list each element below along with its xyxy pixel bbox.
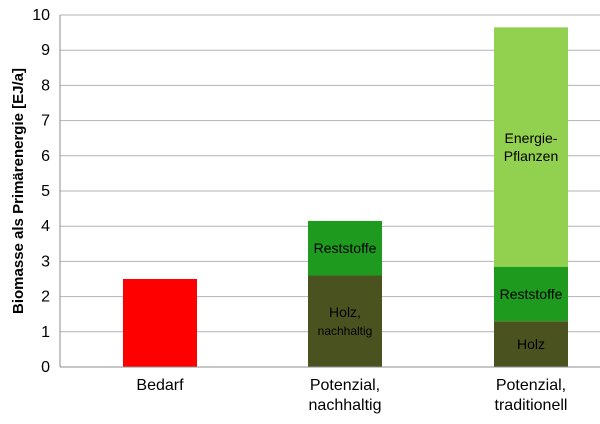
segment-label: Pflanzen: [504, 148, 558, 164]
y-tick-label: 7: [41, 113, 50, 130]
bar-segment: [494, 27, 568, 267]
y-tick-label: 2: [41, 289, 50, 306]
x-category-label: nachhaltig: [309, 397, 382, 414]
y-tick-label: 1: [41, 324, 50, 341]
x-category-label: Bedarf: [136, 377, 184, 394]
y-tick-label: 5: [41, 183, 50, 200]
bar-segment: [494, 321, 568, 367]
bar-segment: [308, 275, 382, 367]
y-tick-label: 8: [41, 77, 50, 94]
y-tick-label: 6: [41, 148, 50, 165]
segment-label: Holz,: [329, 304, 361, 320]
y-tick-label: 3: [41, 253, 50, 270]
segment-label: Reststoffe: [500, 286, 563, 302]
bar-segment: [494, 266, 568, 322]
segment-label: Reststoffe: [314, 240, 377, 256]
y-tick-label: 9: [41, 42, 50, 59]
y-tick-label: 0: [41, 359, 50, 376]
x-category-label: traditionell: [495, 397, 568, 414]
labels: 0 1 2 3 4 5 6 7 8 9 10 Holz, nachhaltig Reststoffe Hol…: [32, 7, 567, 414]
y-tick-label: 10: [32, 7, 50, 24]
bar-segment: [308, 220, 382, 276]
segment-label: nachhaltig: [318, 324, 373, 338]
bar-segment: [123, 279, 197, 367]
axes: [59, 15, 600, 368]
bars: [123, 27, 568, 367]
segment-label: Holz: [517, 336, 545, 352]
x-category-label: Potenzial,: [496, 377, 566, 394]
y-axis-title: Biomasse als Primärenergie [EJ/a]: [10, 68, 27, 314]
y-tick-label: 4: [41, 218, 50, 235]
x-category-label: Potenzial,: [310, 377, 380, 394]
segment-label: Energie-: [505, 130, 558, 146]
